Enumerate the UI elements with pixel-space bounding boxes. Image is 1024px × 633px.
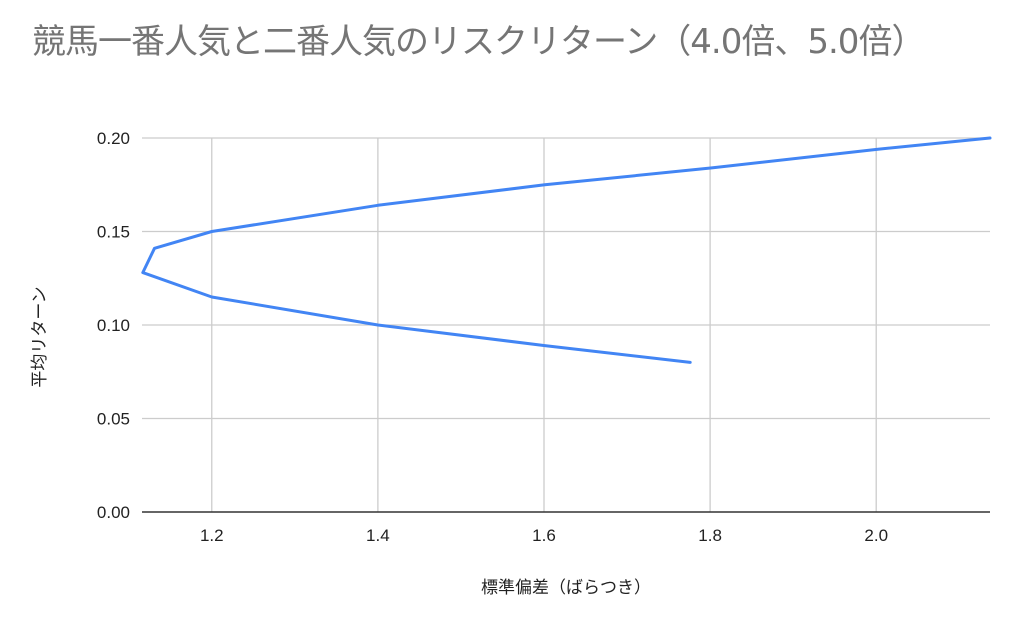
y-tick-label: 0.05 — [97, 410, 130, 429]
x-tick-label: 1.4 — [366, 526, 390, 545]
x-tick-label: 1.6 — [532, 526, 556, 545]
x-tick-label: 2.0 — [864, 526, 888, 545]
x-tick-label: 1.8 — [698, 526, 722, 545]
gridlines — [142, 137, 990, 512]
x-axis-title: 標準偏差（ばらつき） — [481, 578, 651, 598]
x-tick-label: 1.2 — [200, 526, 224, 545]
y-axis-ticks: 0.00 0.05 0.10 0.15 0.20 — [97, 129, 130, 522]
y-tick-label: 0.20 — [97, 129, 130, 148]
series-line[interactable] — [141, 136, 992, 364]
chart-title: 競馬一番人気と二番人気のリスクリターン（4.0倍、5.0倍） — [32, 22, 925, 62]
x-axis-ticks: 1.2 1.4 1.6 1.8 2.0 — [200, 526, 888, 545]
y-tick-label: 0.10 — [97, 316, 130, 335]
y-tick-label: 0.00 — [97, 503, 130, 522]
y-tick-label: 0.15 — [97, 223, 130, 242]
y-axis-title: 平均リターン — [30, 286, 50, 387]
